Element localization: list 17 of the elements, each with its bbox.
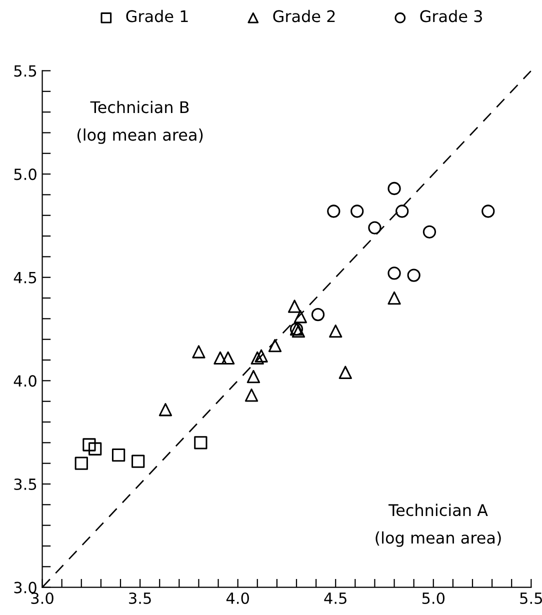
x-tick-label: 3.0	[31, 592, 54, 604]
x-tick-label: 3.5	[129, 592, 151, 604]
x-tick-label: 5.0	[422, 592, 445, 604]
x-axis-title: Technician A (log mean area)	[376, 504, 501, 547]
legend-label: Grade 2	[273, 10, 335, 22]
y-tick-label: 5.5	[14, 65, 36, 77]
y-axis-title: Technician B (log mean area)	[77, 100, 203, 144]
y-tick-label: 3.5	[14, 478, 36, 490]
x-tick-label: 4.0	[226, 592, 249, 604]
legend-label: Grade 3	[420, 10, 482, 22]
y-tick-label: 4.5	[14, 272, 36, 284]
legend-label: Grade 1	[126, 10, 188, 22]
x-tick-label: 5.5	[520, 592, 542, 604]
x-tick-label: 4.5	[324, 592, 346, 604]
y-tick-label: 5.0	[14, 168, 36, 180]
y-tick-label: 4.0	[14, 375, 36, 387]
y-tick-label: 3.0	[14, 582, 36, 594]
